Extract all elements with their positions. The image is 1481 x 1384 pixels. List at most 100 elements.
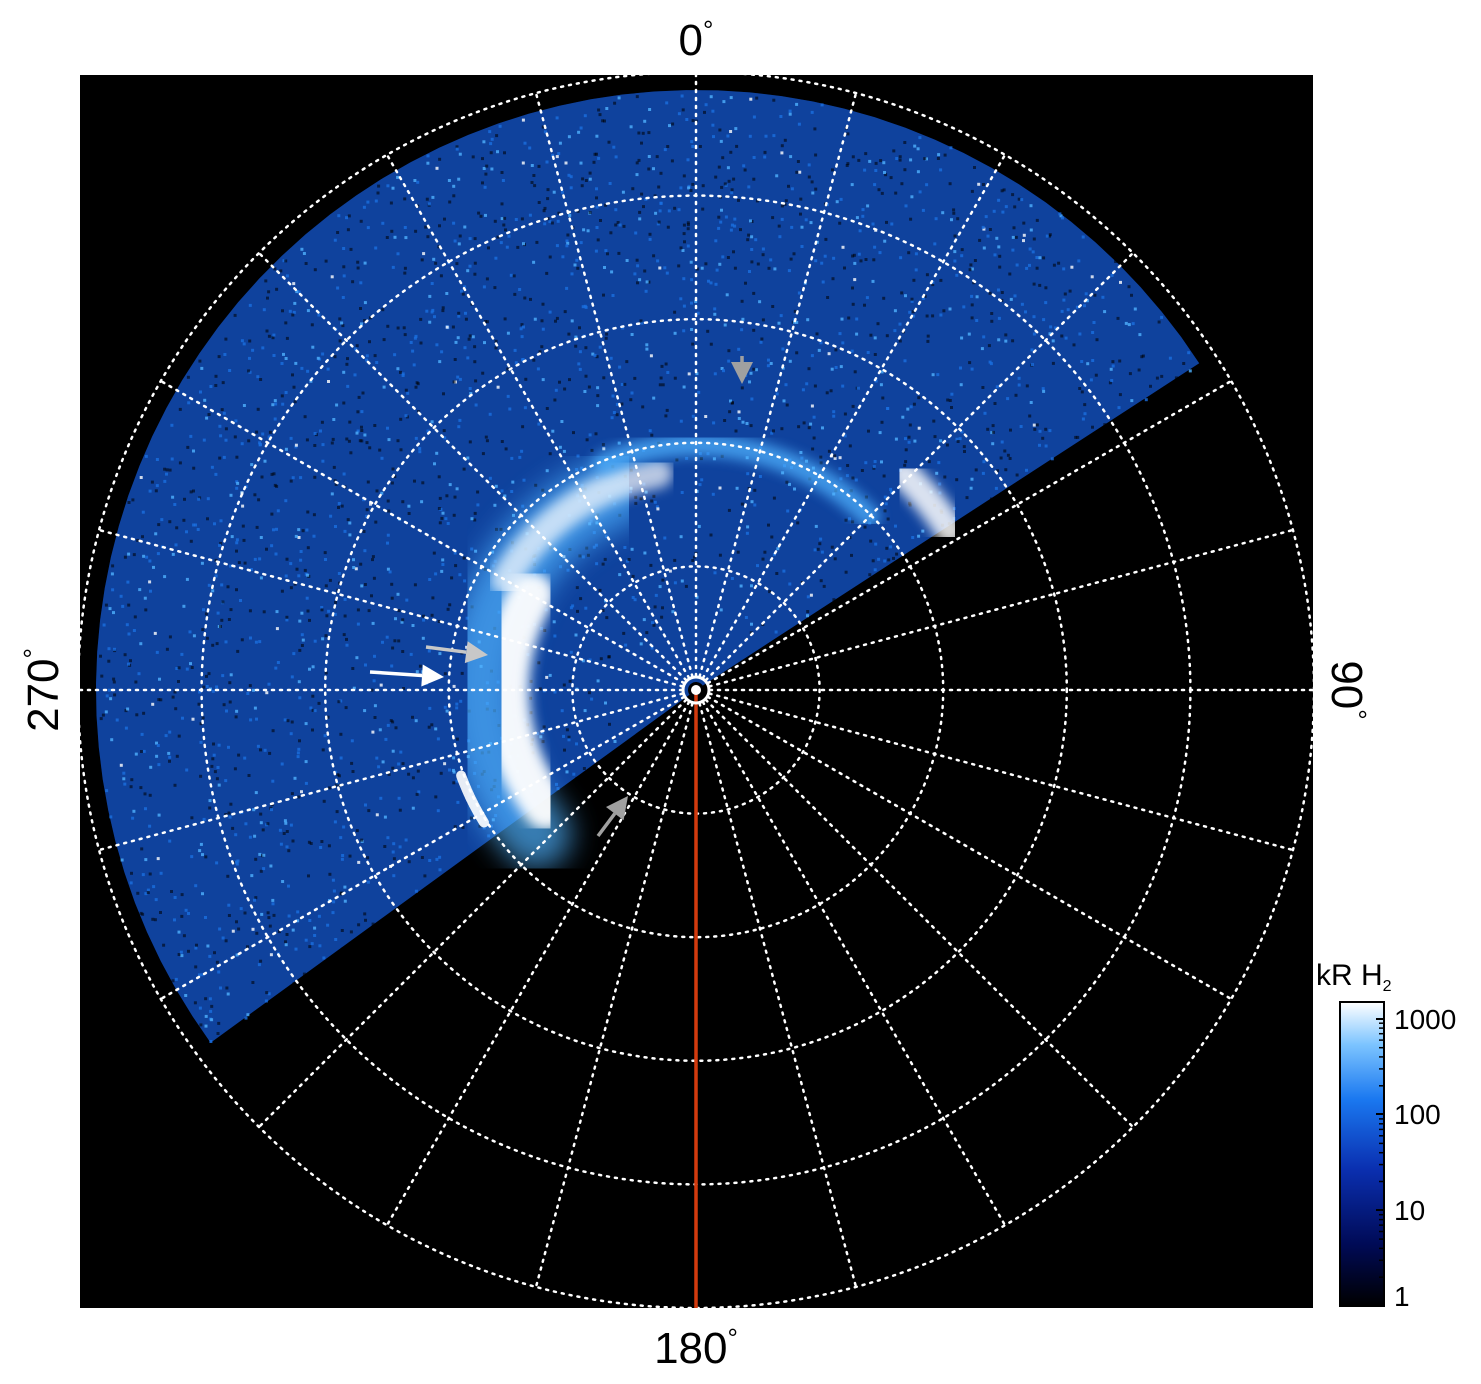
emission-speckle-dot (892, 149, 896, 153)
emission-speckle-dot (367, 809, 371, 813)
emission-speckle-dot (871, 279, 875, 283)
emission-speckle-dot (291, 313, 295, 317)
emission-speckle-dot (285, 618, 289, 622)
emission-speckle-dot (330, 275, 334, 279)
emission-speckle-dot (347, 439, 351, 443)
emission-speckle-dot (744, 616, 748, 619)
emission-speckle-dot (355, 344, 359, 348)
emission-speckle-dot (583, 304, 587, 308)
emission-speckle-dot (197, 702, 201, 706)
emission-speckle-dot (730, 223, 734, 227)
emission-speckle-dot (484, 213, 487, 217)
emission-speckle-dot (160, 518, 164, 522)
emission-speckle-dot (240, 491, 244, 495)
emission-speckle-dot (219, 986, 222, 990)
emission-speckle-dot (781, 347, 785, 351)
emission-speckle-dot (809, 221, 813, 225)
emission-speckle-dot (655, 155, 659, 159)
emission-speckle-dot (297, 574, 301, 578)
emission-speckle-dot (694, 300, 698, 304)
emission-speckle-dot (602, 447, 606, 451)
emission-speckle-dot (363, 319, 367, 322)
emission-speckle-dot (201, 892, 204, 896)
emission-speckle-dot (341, 296, 345, 299)
emission-speckle-dot (686, 244, 690, 248)
emission-speckle-dot (267, 334, 271, 338)
emission-speckle-dot (758, 300, 762, 304)
emission-speckle-dot (348, 854, 352, 858)
emission-speckle-dot (572, 431, 575, 435)
emission-speckle-dot (887, 558, 891, 562)
emission-speckle-dot (372, 576, 376, 580)
emission-speckle-dot (226, 992, 230, 996)
emission-speckle-dot (533, 317, 537, 321)
emission-speckle-dot (125, 623, 129, 627)
emission-speckle-dot (671, 610, 675, 614)
emission-speckle-dot (133, 615, 137, 619)
emission-speckle-dot (363, 583, 367, 586)
emission-speckle-dot (257, 963, 261, 967)
emission-speckle-dot (936, 157, 940, 160)
emission-speckle-dot (851, 520, 855, 524)
emission-speckle-dot (496, 385, 500, 389)
emission-speckle-dot (545, 675, 549, 679)
emission-speckle-dot (389, 201, 393, 205)
auroral-oval-dawn (593, 434, 881, 528)
emission-speckle-dot (668, 124, 671, 128)
emission-speckle-dot (375, 361, 379, 364)
emission-speckle-dot (403, 197, 407, 201)
emission-speckle-dot (872, 465, 876, 469)
emission-speckle-dot (1094, 373, 1098, 377)
emission-speckle-dot (733, 217, 737, 221)
emission-speckle-dot (140, 732, 144, 736)
emission-speckle-dot (714, 282, 718, 286)
emission-speckle-dot (1108, 381, 1112, 385)
emission-speckle-dot (618, 223, 622, 227)
emission-sector-base (96, 90, 1200, 1043)
emission-speckle-dot (824, 237, 828, 241)
emission-speckle-dot (285, 336, 289, 340)
emission-speckle-dot (752, 115, 756, 119)
emission-speckle-dot (494, 484, 498, 488)
emission-speckle-dot (648, 232, 652, 236)
emission-speckle-dot (505, 245, 509, 249)
emission-speckle-dot (202, 438, 206, 442)
annotation-arrow (596, 796, 628, 838)
emission-speckle-dot (737, 347, 741, 351)
degree-symbol-right: ° (1342, 709, 1372, 719)
emission-speckle-dot (239, 599, 242, 602)
emission-speckle-dot (1011, 248, 1015, 252)
emission-speckle-dot (345, 643, 349, 647)
emission-speckle-dot (253, 557, 257, 561)
emission-speckle-dot (981, 386, 985, 389)
emission-speckle-dot (386, 324, 390, 328)
emission-speckle-dot (737, 417, 741, 420)
emission-speckle-dot (368, 316, 372, 320)
emission-speckle-dot (271, 336, 275, 340)
emission-speckle-dot (351, 667, 355, 670)
emission-speckle-dot (799, 212, 802, 216)
emission-speckle-dot (535, 240, 539, 244)
emission-speckle-dot (612, 411, 616, 414)
emission-speckle-dot (1028, 247, 1032, 251)
emission-speckle-dot (443, 436, 447, 440)
emission-speckle-dot (296, 910, 300, 914)
emission-speckle-dot (290, 675, 294, 679)
colorbar-tick-label-10: 10 (1394, 1195, 1425, 1226)
emission-speckle-dot (610, 270, 614, 274)
emission-speckle-dot (799, 451, 803, 454)
emission-speckle-dot (144, 858, 148, 862)
emission-speckle-dot (265, 547, 268, 551)
emission-speckle-dot (1095, 338, 1099, 342)
emission-speckle-dot (677, 208, 681, 212)
emission-speckle-dot (300, 611, 304, 615)
emission-speckle-dot (990, 319, 994, 323)
emission-speckle-dot (302, 252, 306, 255)
emission-speckle-dot (1103, 310, 1107, 314)
emission-speckle-dot (532, 358, 536, 362)
emission-speckle-dot (742, 164, 746, 168)
emission-speckle-dot (923, 157, 927, 161)
emission-speckle-dot (200, 561, 204, 565)
emission-speckle-dot (1001, 210, 1005, 214)
emission-speckle-dot (440, 516, 444, 520)
